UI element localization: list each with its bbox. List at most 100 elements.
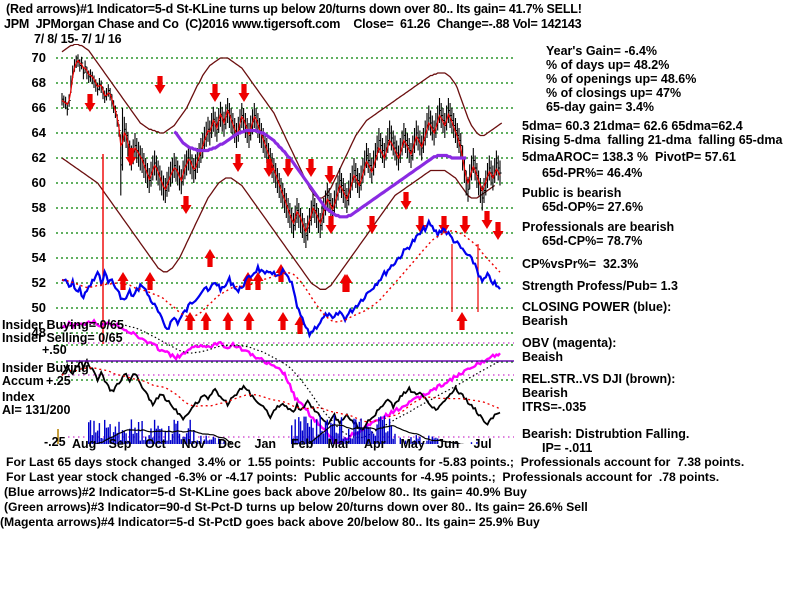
month-axis-tick: Dec [218,437,241,451]
price-axis-tick: 48 [31,325,46,340]
signal-arrow-down [209,84,221,102]
distribution-status: Bearish: Distrubtion Falling. [522,427,690,441]
index-label: Index [2,390,35,404]
price-axis-tick: 64 [31,125,46,140]
signal-arrow-down [305,159,317,177]
aroc-pivot-stat: 5dmaAROC= 138.3 % PivotP= 57.61 [522,150,736,164]
month-axis-tick: Jun [437,437,460,451]
price-axis-tick: 54 [31,250,46,265]
signal-arrow-up [341,274,353,292]
obv-ma-line [61,323,501,439]
minus-25-gridlabel: -.25 [44,435,66,449]
op65-stat: 65d-OP%= 27.6% [542,200,644,214]
signal-arrow-down [238,84,250,102]
signal-arrow-up [252,272,264,290]
accum-label: Accum [2,374,44,388]
signal-arrow-down [492,222,504,240]
signal-arrow-up [117,272,129,290]
years-gain-stat: Year's Gain= -6.4% [546,44,658,58]
signal-arrow-down [324,166,336,184]
dma-values-stat: 5dma= 60.3 21dma= 62.6 65dma=62.4 [522,119,743,133]
signal-arrow-up [456,312,468,330]
price-axis-tick: 66 [31,100,46,115]
month-axis-tick: May [400,437,425,451]
obv-value: Beaish [522,350,563,364]
month-axis-tick: Feb [291,437,314,451]
month-axis-tick: Jan [254,437,277,451]
professionals-sentiment-label: Professionals are bearish [522,220,675,234]
lower-band-line [61,157,496,290]
signal-arrow-down [400,192,412,210]
price-axis-tick: 50 [31,300,46,315]
signal-arrow-up [243,312,255,330]
signal-arrow-down [366,216,378,234]
month-axis-tick: Mar [327,437,350,451]
insider-buying-label: Insider Buying [2,361,89,375]
signal-arrow-down [180,196,192,214]
plus-50-gridlabel: +.50 [42,343,67,357]
dma65-line [173,128,467,219]
public-sentiment-label: Public is bearish [522,186,622,200]
dma5-line [61,59,501,234]
closing-power-title: CLOSING POWER (blue): [522,300,672,314]
signal-arrow-up [184,312,196,330]
obv-line [61,318,501,444]
cp-vs-pr-stat: CP%vsPr%= 32.3% [522,257,639,271]
footer-line-65days: For Last 65 days stock changed 3.4% or 1… [6,455,745,469]
insider-selling-count-label: Insider Selling= 0/65 [2,331,123,345]
signal-arrow-down [232,154,244,172]
strength-ratio-stat: Strength Profess/Pub= 1.3 [522,279,678,293]
closing-power-value: Bearish [522,314,568,328]
closing-power-line [61,218,501,339]
signal-arrow-down [325,216,337,234]
insider-buying-line [61,357,501,431]
signal-arrow-up [277,312,289,330]
upper-band-line [61,44,503,199]
month-axis-tick: Sep [108,437,132,451]
signal-arrow-down [263,159,275,177]
relstr-value: Bearish [522,386,568,400]
closing-power-ma-line [61,230,501,323]
footer-line-indicator2: (Blue arrows)#2 Indicator=5-d St-KLine g… [4,485,527,499]
footer-line-indicator4: (Magenta arrows)#4 Indicator=5-d St-PctD… [0,515,540,529]
signal-arrow-up [144,272,156,290]
price-axis-tick: 62 [31,150,46,165]
signal-arrow-down [481,211,493,229]
price-axis-tick: 60 [31,175,46,190]
signal-arrow-down [154,76,166,94]
ai-value-label: AI= 131/200 [2,403,71,417]
signal-arrow-up [204,249,216,267]
month-axis-tick: Oct [145,437,166,451]
signal-arrow-down [459,216,471,234]
footer-line-lastyear: For Last year stock changed -6.3% or -4.… [6,470,720,484]
ip-stat: IP= -.011 [542,441,593,455]
cp65-stat: 65d-CP%= 78.7% [542,234,643,248]
price-axis-tick: 68 [31,75,46,90]
itrs-stat: ITRS=-.035 [522,400,587,414]
price-axis-tick: 52 [31,275,46,290]
obv-title: OBV (magenta): [522,336,617,350]
month-axis-tick: Aug [72,437,97,451]
month-axis-tick: Nov [181,437,206,451]
insider-buying-count-label: Insider Buying= 0/65 [2,318,124,332]
chart-canvas [56,44,514,444]
signal-arrow-down [84,94,96,112]
pr65-stat: 65d-PR%= 46.4% [542,166,643,180]
price-axis-tick: 70 [31,50,46,65]
month-axis-tick: Apr [364,437,386,451]
signal-arrow-up [200,312,212,330]
gain-65day-stat: 65-day gain= 3.4% [546,100,655,114]
month-axis-tick: Jul [473,437,492,451]
accum-ma-line [94,423,465,444]
signal-arrow-up [222,312,234,330]
signal-arrow-down [282,159,294,177]
price-axis-tick: 56 [31,225,46,240]
date-range-label: 7/ 8/ 15- 7/ 1/ 16 [34,32,122,46]
accum-index-bars [87,415,478,444]
stock-chart-plot[interactable] [0,44,520,444]
relstr-title: REL.STR..VS DJI (brown): [522,372,676,386]
pct-openings-up-stat: % of openings up= 48.6% [546,72,697,86]
signal-arrow-down [125,148,137,166]
plus-25-gridlabel: +.25 [46,374,71,388]
signal-arrow-down [438,216,450,234]
